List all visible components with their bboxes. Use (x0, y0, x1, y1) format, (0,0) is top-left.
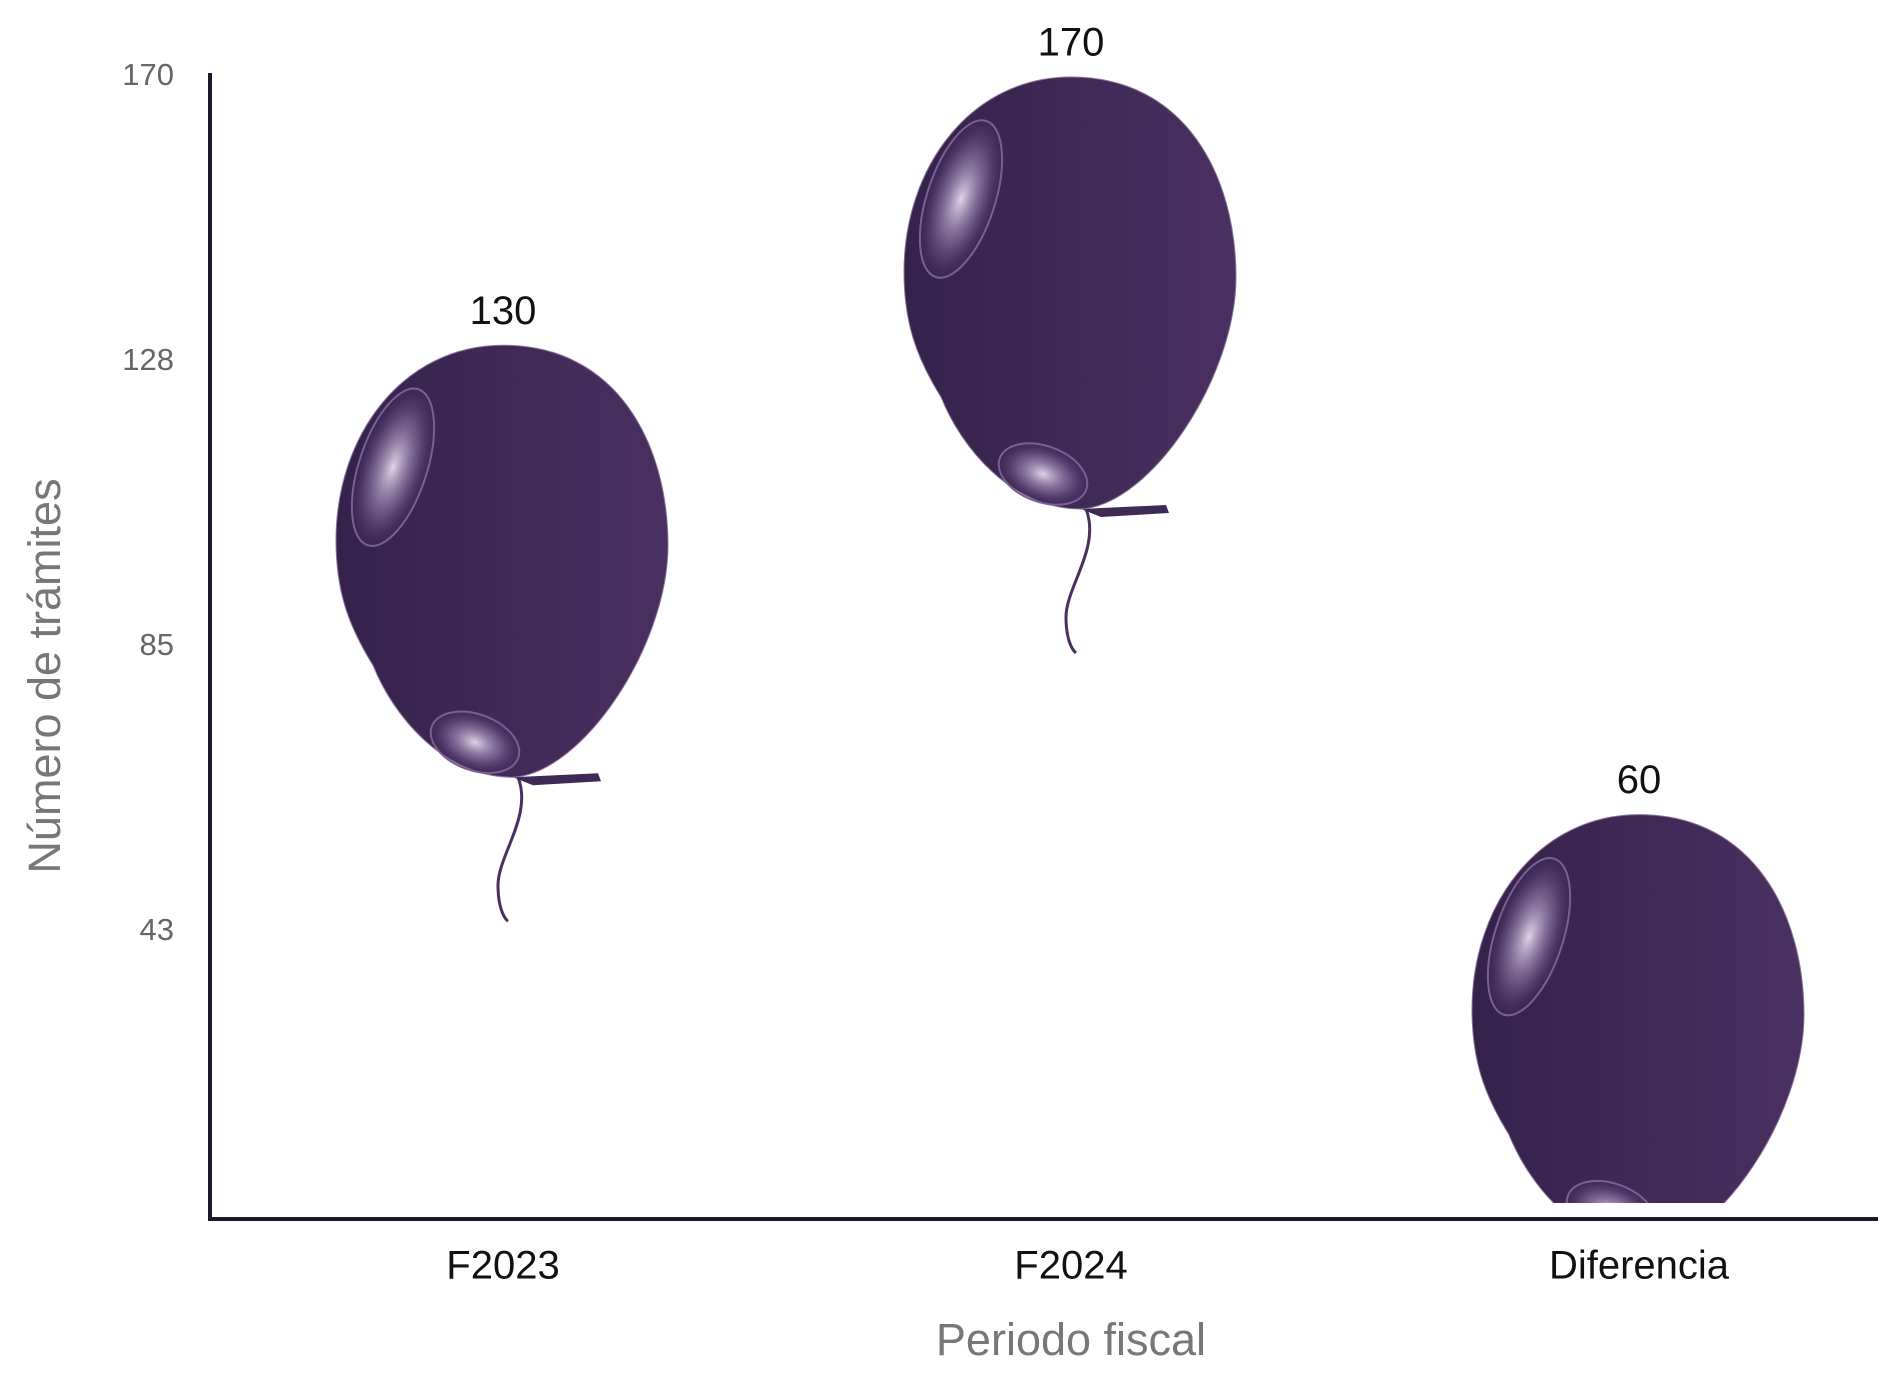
y-tick-label: 43 (140, 912, 174, 947)
y-tick-label: 128 (122, 342, 174, 377)
x-tick-label: F2023 (446, 1244, 559, 1288)
y-tick-label: 85 (140, 627, 174, 662)
x-tick-label: Diferencia (1549, 1244, 1730, 1288)
x-axis-title: Periodo fiscal (936, 1314, 1206, 1365)
chart: Periodo fiscal Número de trámites 43 85 12… (0, 0, 1878, 1380)
balloon-string (1066, 509, 1090, 653)
balloon (1471, 815, 1804, 1380)
balloon (903, 77, 1236, 653)
page: Periodo fiscal Número de trámites 43 85 12… (0, 0, 1878, 1380)
data-label: 130 (470, 289, 537, 333)
balloon-string (498, 777, 522, 921)
balloon (335, 345, 668, 921)
y-tick-label: 170 (122, 57, 174, 92)
data-label: 60 (1617, 758, 1662, 802)
y-axis-title: Número de trámites (19, 478, 70, 873)
data-label: 170 (1038, 21, 1105, 65)
plot-area (335, 77, 1804, 1380)
x-tick-label: F2024 (1014, 1244, 1127, 1288)
